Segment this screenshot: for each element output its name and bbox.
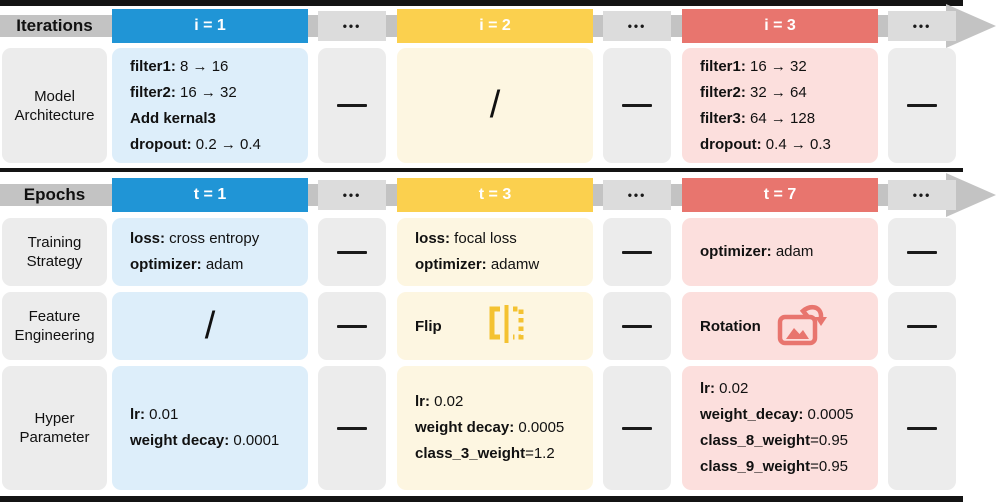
hyper-parameter-t3-cell: lr: 0.02 weight decay: 0.0005 class_3_we… (397, 366, 593, 490)
training-strategy-t7-cell: optimizer: adam (682, 218, 878, 286)
stage-t7: t = 7 (682, 178, 878, 212)
param-line: dropout: 0.2 → 0.4 (130, 135, 261, 153)
no-change-cell (603, 292, 671, 360)
dash-icon (337, 324, 367, 328)
slash-glyph: / (489, 84, 501, 126)
dash-icon (337, 426, 367, 430)
param-line: weight decay: 0.0005 (415, 419, 565, 436)
no-change-cell (888, 292, 956, 360)
dash-icon (907, 104, 937, 107)
dash-icon (907, 250, 937, 254)
flip-icon (485, 304, 529, 348)
dash-icon (622, 324, 652, 328)
bottom-rule (0, 496, 963, 502)
param-line: Add kernal3 (130, 109, 216, 127)
feature-engineering-row: Feature Engineering / Flip Rotation (0, 292, 997, 360)
feature-engineering-t7-cell: Rotation (682, 292, 878, 360)
dash-icon (907, 426, 937, 430)
no-change-cell (318, 48, 386, 163)
no-change-cell (318, 292, 386, 360)
epochs-timeline: Epochs t = 1 ••• t = 3 ••• t = 7 ••• (0, 173, 997, 217)
training-strategy-row: Training Strategy loss: cross entropy op… (0, 218, 997, 286)
ellipsis-box: ••• (603, 180, 671, 210)
ellipsis-box: ••• (603, 11, 671, 41)
model-architecture-row: Model Architecture filter1: 8 → 16 filte… (0, 48, 997, 163)
row-label-model-architecture: Model Architecture (2, 48, 107, 163)
flip-label: Flip (415, 317, 442, 335)
ellipsis-box: ••• (888, 11, 956, 41)
param-line: loss: focal loss (415, 230, 517, 247)
row-label-feature-engineering: Feature Engineering (2, 292, 107, 360)
param-line: loss: cross entropy (130, 230, 260, 247)
slash-glyph: / (204, 304, 216, 347)
param-line: filter2: 16 → 32 (130, 83, 237, 101)
param-line: lr: 0.02 (700, 380, 749, 397)
param-line: weight_decay: 0.0005 (700, 406, 854, 423)
model-architecture-i2-cell: / (397, 48, 593, 163)
rotation-icon (776, 302, 828, 350)
no-change-cell (603, 218, 671, 286)
ellipsis-box: ••• (318, 11, 386, 41)
row-label-training-strategy: Training Strategy (2, 218, 107, 286)
no-change-cell (603, 366, 671, 490)
param-line: weight decay: 0.0001 (130, 432, 280, 449)
param-line: optimizer: adam (700, 243, 814, 260)
param-line: dropout: 0.4 → 0.3 (700, 135, 831, 153)
param-line: filter1: 16 → 32 (700, 57, 807, 75)
dash-icon (337, 104, 367, 107)
ellipsis-box: ••• (888, 180, 956, 210)
no-change-cell (888, 366, 956, 490)
no-change-cell (888, 48, 956, 163)
iterations-timeline: Iterations i = 1 ••• i = 2 ••• i = 3 ••• (0, 4, 997, 48)
param-line: filter3: 64 → 128 (700, 109, 816, 127)
rotation-label: Rotation (700, 317, 761, 335)
training-strategy-t3-cell: loss: focal loss optimizer: adamw (397, 218, 593, 286)
stage-t1: t = 1 (112, 178, 308, 212)
hyper-parameter-t1-cell: lr: 0.01 weight decay: 0.0001 (112, 366, 308, 490)
no-change-cell (603, 48, 671, 163)
no-change-cell (318, 366, 386, 490)
iterations-track-label: Iterations (16, 16, 93, 35)
no-change-cell (888, 218, 956, 286)
model-architecture-i3-cell: filter1: 16 → 32 filter2: 32 → 64 filter… (682, 48, 878, 163)
training-strategy-t1-cell: loss: cross entropy optimizer: adam (112, 218, 308, 286)
dash-icon (622, 104, 652, 107)
separator-rule (0, 168, 963, 172)
param-line: class_8_weight=0.95 (700, 432, 849, 449)
model-architecture-i1-cell: filter1: 8 → 16 filter2: 16 → 32 Add ker… (112, 48, 308, 163)
stage-i1: i = 1 (112, 9, 308, 43)
no-change-cell (318, 218, 386, 286)
epochs-track-label: Epochs (23, 185, 86, 204)
dash-icon (622, 250, 652, 254)
dash-icon (337, 250, 367, 254)
param-line: optimizer: adam (130, 256, 244, 273)
ellipsis-box: ••• (318, 180, 386, 210)
dash-icon (622, 426, 652, 430)
hyper-parameter-row: Hyper Parameter lr: 0.01 weight decay: 0… (0, 366, 997, 490)
dash-icon (907, 324, 937, 328)
param-line: filter1: 8 → 16 (130, 57, 229, 75)
param-line: class_9_weight=0.95 (700, 458, 849, 475)
param-line: class_3_weight=1.2 (415, 445, 555, 462)
feature-engineering-t1-cell: / (112, 292, 308, 360)
hyper-parameter-t7-cell: lr: 0.02 weight_decay: 0.0005 class_8_we… (682, 366, 878, 490)
stage-i3: i = 3 (682, 9, 878, 43)
param-line: optimizer: adamw (415, 256, 540, 273)
param-line: lr: 0.02 (415, 393, 464, 410)
param-line: filter2: 32 → 64 (700, 83, 807, 101)
top-rule (0, 0, 963, 6)
stage-t3: t = 3 (397, 178, 593, 212)
row-label-hyper-parameter: Hyper Parameter (2, 366, 107, 490)
stage-i2: i = 2 (397, 9, 593, 43)
param-line: lr: 0.01 (130, 406, 179, 423)
feature-engineering-t3-cell: Flip (397, 292, 593, 360)
